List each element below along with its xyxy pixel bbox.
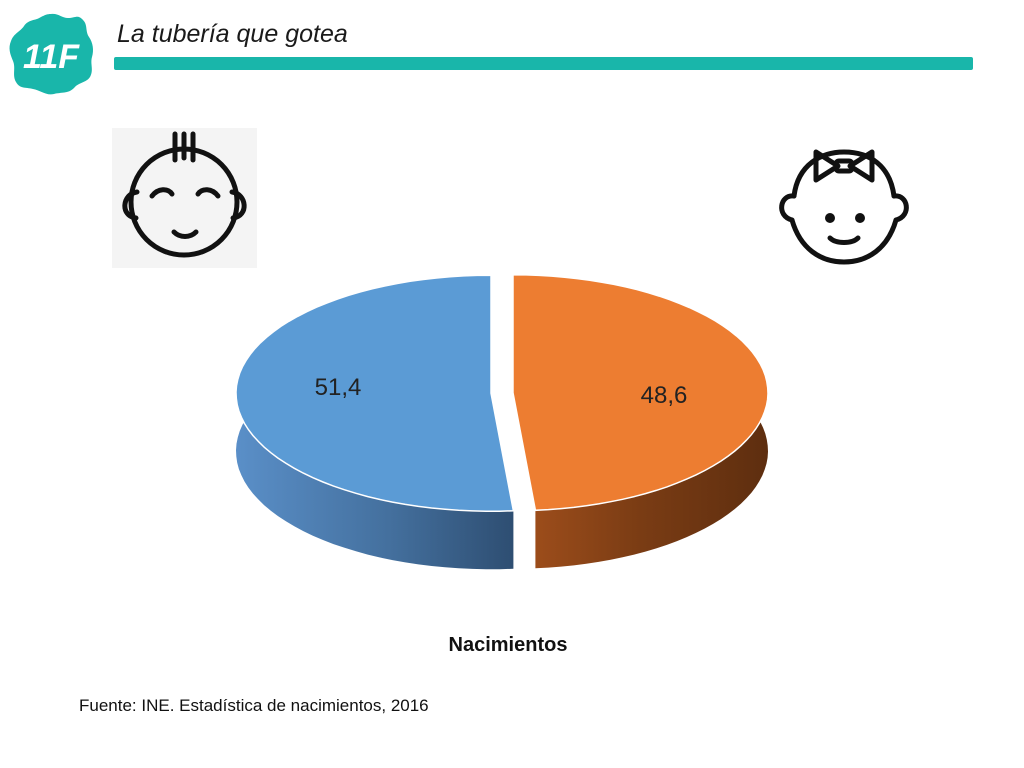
pie-slice-0 — [235, 274, 515, 570]
pie-chart: 51,4 48,6 — [235, 274, 769, 570]
baby-girl-icon — [779, 149, 909, 265]
source-note: Fuente: INE. Estadística de nacimientos,… — [79, 696, 429, 715]
pie-slice-top-0 — [235, 274, 515, 512]
svg-text:11F: 11F — [23, 38, 80, 76]
pie-slice-1 — [512, 274, 769, 569]
11f-logo: 11F — [9, 13, 94, 95]
slice-label-1: 48,6 — [641, 382, 688, 409]
title-underline-bar — [114, 57, 973, 70]
slice-label-0: 51,4 — [315, 374, 362, 401]
chart-title: Nacimientos — [448, 634, 568, 656]
pie-slice-top-1 — [512, 274, 769, 512]
baby-boy-icon — [112, 128, 257, 268]
page-title: La tubería que gotea — [117, 20, 348, 48]
